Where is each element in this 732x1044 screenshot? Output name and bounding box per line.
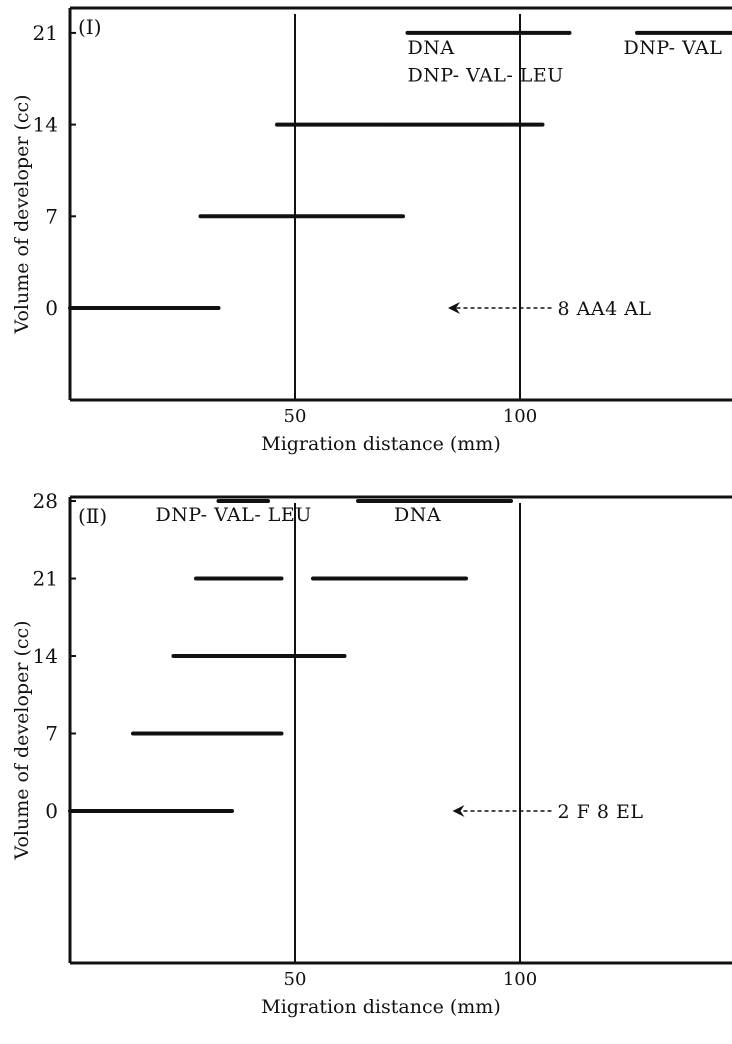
- y-tick-label: 14: [33, 644, 58, 668]
- y-tick-label: 0: [45, 296, 58, 320]
- band-label: DNA: [394, 504, 441, 526]
- y-axis-label: Volume of developer (cc): [11, 94, 33, 334]
- x-tick-label: 50: [284, 406, 307, 427]
- band-label: DNP- VAL- LEU: [156, 504, 312, 526]
- band-label: DNA: [408, 37, 455, 59]
- annotation-label: 8 AA4 AL: [558, 298, 652, 320]
- y-tick-label: 0: [45, 799, 58, 823]
- y-tick-label: 7: [45, 722, 58, 746]
- y-tick-label: 7: [45, 204, 58, 228]
- y-tick-label: 14: [33, 113, 58, 137]
- x-axis-label: Migration distance (mm): [261, 433, 501, 455]
- panel-label: (Ⅰ): [78, 15, 102, 39]
- annotation-label: 2 F 8 EL: [558, 801, 644, 823]
- x-tick-label: 100: [503, 406, 537, 427]
- x-tick-label: 50: [284, 969, 307, 990]
- x-axis-label: Migration distance (mm): [261, 996, 501, 1018]
- y-axis-label: Volume of developer (cc): [11, 620, 33, 860]
- x-tick-label: 100: [503, 969, 537, 990]
- panel-label: (Ⅱ): [78, 504, 107, 528]
- y-tick-label: 21: [33, 567, 58, 591]
- band-label: DNP- VAL: [624, 37, 723, 59]
- y-tick-label: 28: [33, 489, 58, 513]
- band-label: DNP- VAL- LEU: [408, 64, 564, 86]
- y-tick-label: 21: [33, 21, 58, 45]
- annotation-arrow-head: [453, 805, 465, 817]
